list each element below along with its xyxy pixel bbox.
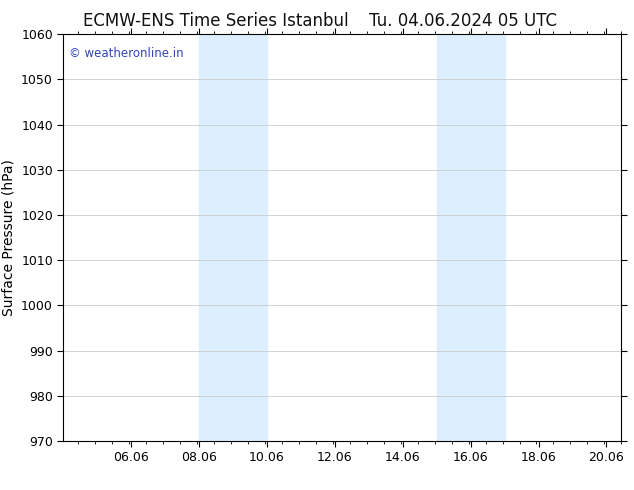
Text: © weatheronline.in: © weatheronline.in: [69, 47, 184, 59]
Bar: [199, 34, 267, 441]
Y-axis label: Surface Pressure (hPa): Surface Pressure (hPa): [1, 159, 16, 316]
Text: Tu. 04.06.2024 05 UTC: Tu. 04.06.2024 05 UTC: [369, 12, 557, 30]
Text: ECMW-ENS Time Series Istanbul: ECMW-ENS Time Series Istanbul: [83, 12, 348, 30]
Bar: [437, 34, 505, 441]
